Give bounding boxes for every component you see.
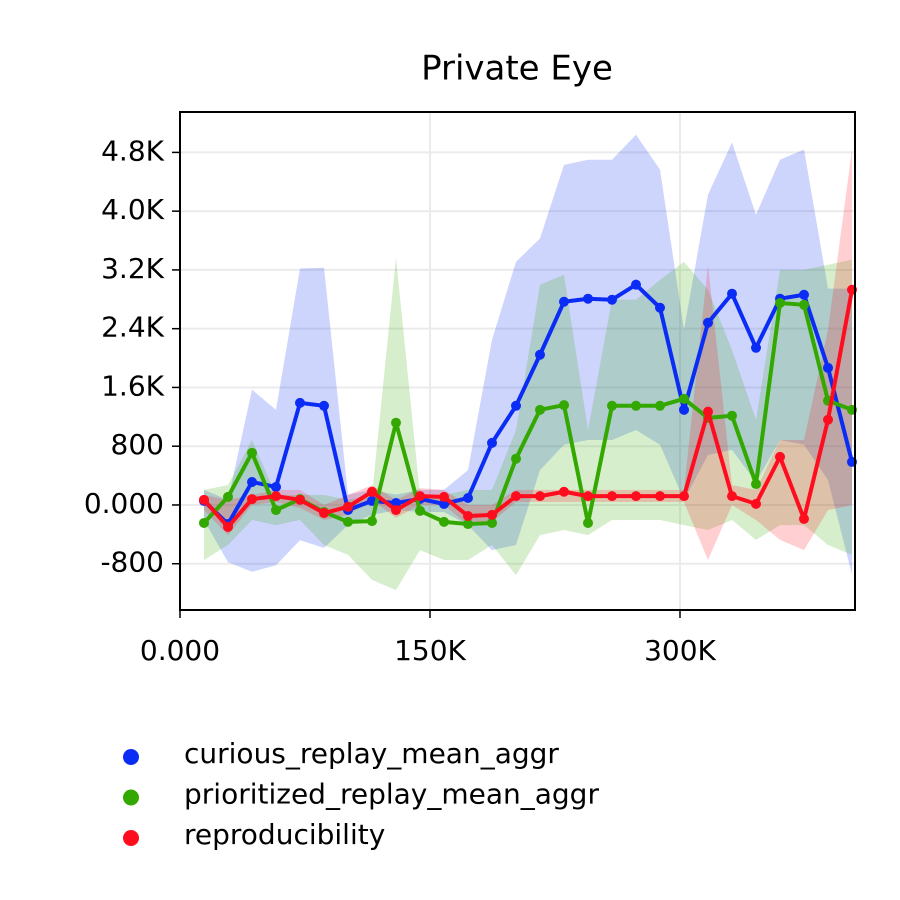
- y-tick-label: 1.6K: [101, 369, 165, 402]
- y-tick-label: 3.2K: [101, 252, 165, 285]
- point: [487, 509, 497, 520]
- point: [439, 516, 449, 527]
- point: [247, 447, 257, 458]
- point: [823, 414, 833, 425]
- point: [271, 481, 281, 492]
- point: [487, 517, 497, 528]
- point: [535, 491, 545, 502]
- y-tick-label: 800: [111, 428, 164, 461]
- point: [751, 498, 761, 509]
- point: [727, 288, 737, 299]
- point: [583, 491, 593, 502]
- point: [463, 492, 473, 503]
- point: [247, 476, 257, 487]
- legend-marker: [123, 749, 139, 765]
- point: [679, 393, 689, 404]
- point: [631, 400, 641, 411]
- point: [511, 491, 521, 502]
- point: [199, 517, 209, 528]
- point: [631, 279, 641, 290]
- legend-marker: [123, 830, 139, 846]
- point: [559, 400, 569, 411]
- point: [679, 404, 689, 415]
- point: [703, 406, 713, 417]
- point: [751, 479, 761, 490]
- y-tick-label: -800: [100, 546, 164, 579]
- line: [202, 289, 854, 529]
- y-tick-label: 2.4K: [101, 311, 165, 344]
- point: [775, 297, 785, 308]
- point: [751, 342, 761, 353]
- point: [415, 505, 425, 516]
- point: [343, 516, 353, 527]
- x-tick-label: 300K: [644, 634, 716, 667]
- point: [799, 299, 809, 310]
- point: [823, 362, 833, 373]
- point: [583, 293, 593, 304]
- point: [655, 491, 665, 502]
- y-tick-label: 4.0K: [101, 193, 165, 226]
- point: [223, 522, 233, 532]
- point: [799, 289, 809, 300]
- point: [607, 400, 617, 411]
- point: [343, 501, 353, 512]
- line: [202, 282, 854, 527]
- point: [391, 505, 401, 516]
- point: [655, 400, 665, 411]
- x-tick-label: 0.000: [140, 634, 220, 667]
- band: [204, 149, 852, 561]
- legend-marker: [123, 789, 139, 806]
- point: [319, 400, 329, 411]
- point: [607, 294, 617, 305]
- point: [559, 486, 569, 497]
- point: [487, 437, 497, 448]
- point: [535, 349, 545, 360]
- chart-title: Private Eye: [421, 49, 613, 89]
- point: [295, 494, 305, 505]
- point: [679, 491, 689, 502]
- point: [727, 410, 737, 421]
- point: [511, 400, 521, 411]
- point: [511, 453, 521, 464]
- y-tick-label: 0.000: [84, 487, 164, 520]
- point: [199, 494, 209, 505]
- point: [223, 491, 233, 502]
- point: [559, 296, 569, 307]
- point: [799, 513, 809, 524]
- point: [463, 510, 473, 521]
- point: [319, 508, 329, 519]
- legend-label: prioritized_replay_mean_aggr: [184, 778, 599, 811]
- point: [415, 491, 425, 502]
- point: [703, 317, 713, 328]
- point: [439, 491, 449, 502]
- point: [295, 397, 305, 408]
- point: [247, 494, 257, 505]
- legend-label: curious_replay_mean_aggr: [184, 737, 559, 770]
- x-tick-label: 150K: [394, 634, 466, 667]
- band: [204, 134, 852, 575]
- y-tick-label: 4.8K: [101, 134, 165, 167]
- point: [655, 302, 665, 313]
- band: [204, 257, 852, 591]
- legend-label: reproducibility: [184, 818, 385, 851]
- point: [271, 505, 281, 516]
- point: [391, 497, 401, 508]
- point: [367, 516, 377, 527]
- point: [535, 404, 545, 415]
- point: [367, 486, 377, 497]
- plot-frame: [179, 111, 856, 611]
- point: [583, 517, 593, 528]
- point: [631, 491, 641, 502]
- point: [775, 451, 785, 462]
- point: [391, 417, 401, 428]
- point: [727, 491, 737, 502]
- point: [607, 491, 617, 502]
- point: [271, 491, 281, 502]
- point: [463, 519, 473, 530]
- point: [439, 498, 449, 509]
